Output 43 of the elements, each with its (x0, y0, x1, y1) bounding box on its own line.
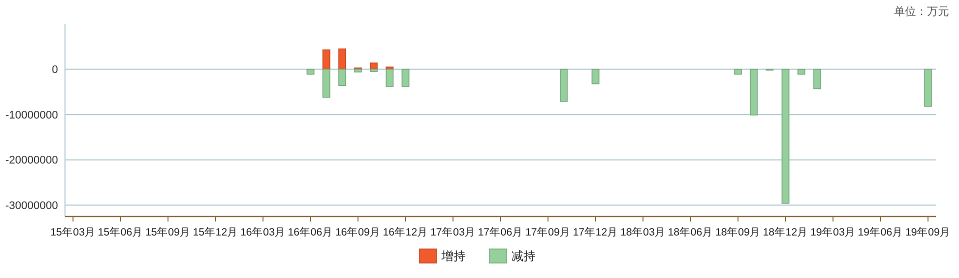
x-tick-label: 15年12月 (192, 226, 238, 238)
bar (592, 68, 600, 84)
x-tick-label: 15年09月 (145, 226, 191, 238)
bar (813, 68, 822, 90)
text: 单位：万元 (894, 5, 949, 18)
y-tick-label: 0 (52, 64, 58, 76)
x-tick-label: 15年06月 (98, 226, 144, 238)
x-tick-label: 19年03月 (810, 226, 856, 238)
x-tick-label: 19年09月 (905, 226, 951, 238)
x-tick-label: 16年09月 (335, 226, 381, 238)
y-tick-label: -10000000 (5, 109, 58, 122)
bar (306, 68, 314, 75)
bar (354, 68, 362, 72)
legend-label: 增持 (440, 249, 466, 263)
x-tick-label: 17年06月 (478, 226, 524, 238)
x-tick-label: 18年06月 (668, 226, 714, 238)
bar (338, 48, 346, 70)
x-tick-label: 17年12月 (572, 226, 618, 238)
x-tick-label: 18年03月 (620, 226, 666, 238)
x-tick-label: 16年03月 (240, 226, 286, 238)
bar (322, 49, 330, 70)
y-tick-label: -30000000 (5, 200, 58, 212)
y-tick-label: -20000000 (5, 154, 58, 167)
bar (782, 68, 790, 204)
bar (750, 68, 758, 116)
x-tick-label: 16年12月 (382, 226, 428, 238)
x-tick-label: 16年06月 (288, 226, 334, 238)
bar (734, 68, 742, 75)
x-tick-label: 18年09月 (715, 226, 761, 238)
x-tick-label: 17年09月 (525, 226, 571, 238)
x-tick-label: 17年03月 (430, 226, 476, 238)
bar (924, 68, 932, 107)
x-tick-label: 15年03月 (50, 226, 96, 238)
bar (386, 68, 394, 87)
bar (370, 68, 378, 72)
bar (322, 68, 330, 98)
x-tick-label: 19年06月 (858, 226, 904, 238)
bar (797, 68, 806, 75)
bar (560, 68, 568, 102)
legend-label: 减持 (512, 249, 536, 263)
x-tick-label: 18年12月 (762, 226, 808, 238)
bar (338, 68, 346, 86)
bar (402, 68, 410, 87)
